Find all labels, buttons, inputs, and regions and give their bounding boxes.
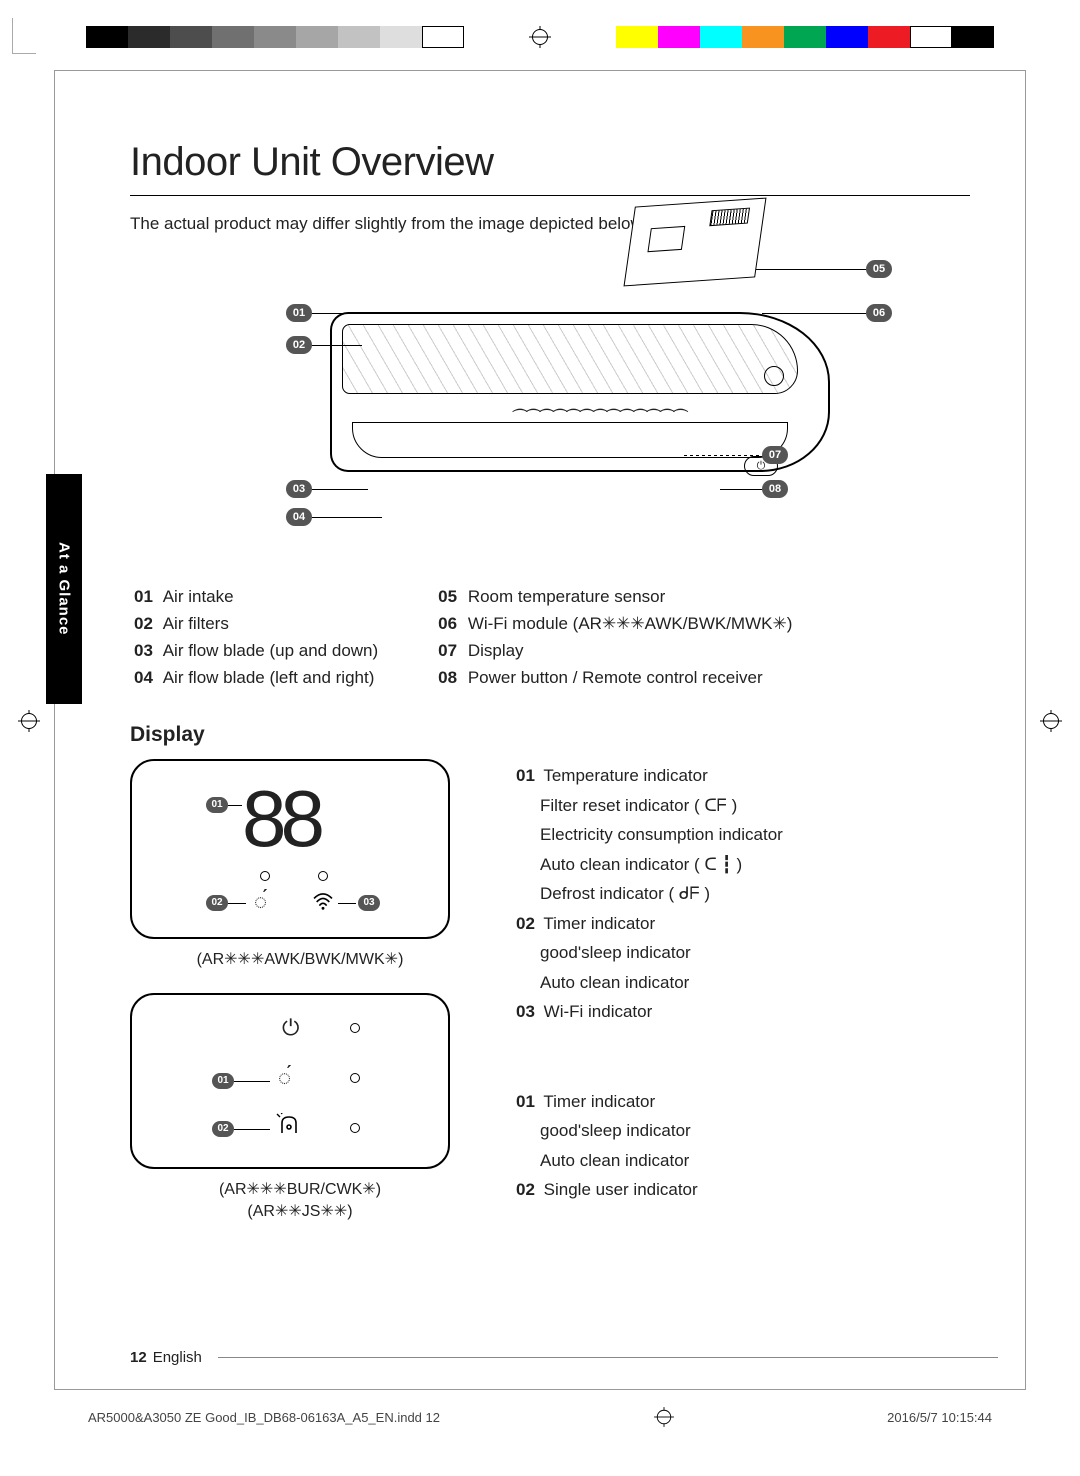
print-file: AR5000&A3050 ZE Good_IB_DB68-06163A_A5_E… [88,1410,440,1425]
legend-line: Auto clean indicator [516,970,970,996]
callout-01: 01 [286,304,312,322]
model-caption-2b: (AR✳✳JS✳✳) [130,1201,470,1221]
part-item: 08 Power button / Remote control receive… [438,668,792,688]
part-item: 07 Display [438,641,792,661]
legend-line: Filter reset indicator ( ᑕᖴ ) [516,793,970,819]
crosshair-icon [654,1407,674,1427]
callout-07: 07 [762,446,788,464]
callout-02: 02 [286,336,312,354]
page-number: 12 [130,1349,147,1366]
page-footer: 12 English [130,1349,998,1366]
timer-icon: ◌́ [254,889,267,915]
intro-text: The actual product may differ slightly f… [130,214,970,234]
callout-08: 08 [762,480,788,498]
callout-03: 03 [286,480,312,498]
page-title: Indoor Unit Overview [130,140,970,185]
divider [130,195,970,196]
print-stamp: 2016/5/7 10:15:44 [887,1410,992,1425]
callout-04: 04 [286,508,312,526]
legend-line: Auto clean indicator [516,1148,970,1174]
crosshair-icon [18,710,40,732]
wifi-icon [312,891,334,917]
print-footer: AR5000&A3050 ZE Good_IB_DB68-06163A_A5_E… [88,1406,992,1428]
section-tab: At a Glance [46,474,82,704]
legend-line: Auto clean indicator ( ᑕ ┇ ) [516,852,970,878]
legend-line: 01 Temperature indicator [516,763,970,789]
panel2-c01: 01 [212,1073,234,1089]
legend-line: 02 Single user indicator [516,1177,970,1203]
legend-line: 01 Timer indicator [516,1089,970,1115]
legend-line: 03 Wi-Fi indicator [516,999,970,1025]
parts-list: 01 Air intake 02 Air filters 03 Air flow b… [130,580,970,695]
display-panel-1: 01 88 02 ◌́ 03 [130,759,450,939]
display-panel-2: ⏻ 01 ◌́ 02 [130,993,450,1169]
crosshair-icon [1040,710,1062,732]
panel1-c03: 03 [358,895,380,911]
part-item: 03 Air flow blade (up and down) [134,641,378,661]
registration-marks [0,26,1080,48]
model-caption-2a: (AR✳✳✳BUR/CWK✳) [130,1179,470,1199]
callout-06: 06 [866,304,892,322]
legend-line: Electricity consumption indicator [516,822,970,848]
single-user-icon [276,1113,302,1141]
display-legend-1: 01 Temperature indicator Filter reset ind… [516,763,970,1025]
panel2-c02: 02 [212,1121,234,1137]
panel1-c02: 02 [206,895,228,911]
part-item: 05 Room temperature sensor [438,587,792,607]
legend-line: 02 Timer indicator [516,911,970,937]
legend-line: Defrost indicator ( ᑯᖴ ) [516,881,970,907]
model-caption-1: (AR✳✳✳AWK/BWK/MWK✳) [130,949,470,969]
panel1-c01: 01 [206,797,228,813]
display-heading: Display [130,723,970,747]
display-legend-2: 01 Timer indicator good'sleep indicator Au… [516,1089,970,1203]
unit-diagram: ⏜⏜⏜⏜⏜⏜⏜⏜⏜⏜⏜⏜⏜ ⏻ 01 02 03 04 05 06 07 08 [190,252,910,562]
legend-line: good'sleep indicator [516,940,970,966]
power-icon: ⏻ [282,1015,299,1041]
part-item: 04 Air flow blade (left and right) [134,668,378,688]
legend-line: good'sleep indicator [516,1118,970,1144]
part-item: 02 Air filters [134,614,378,634]
part-item: 01 Air intake [134,587,378,607]
timer-icon: ◌́ [278,1065,291,1091]
segment-display: 88 [242,773,319,865]
part-item: 06 Wi-Fi module (AR✳✳✳AWK/BWK/MWK✳) [438,614,792,634]
page-lang: English [153,1349,202,1366]
callout-05: 05 [866,260,892,278]
crosshair-icon [529,26,551,48]
